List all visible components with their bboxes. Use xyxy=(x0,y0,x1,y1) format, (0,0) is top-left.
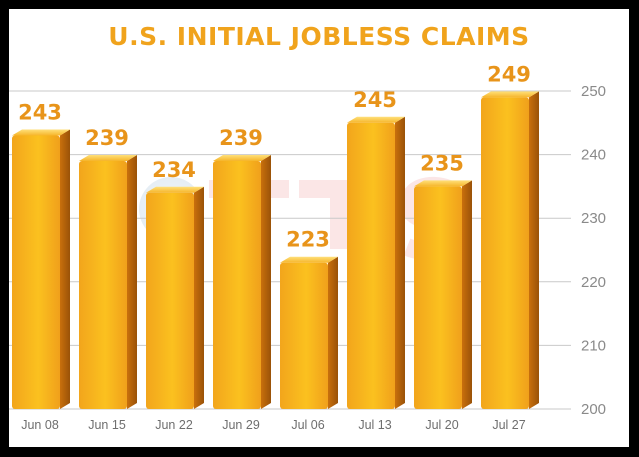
bar-value-label: 239 xyxy=(85,126,129,150)
bar-front xyxy=(414,186,462,409)
bar-front xyxy=(213,160,261,409)
bar-top xyxy=(79,154,137,161)
bar-value-label: 249 xyxy=(487,62,531,86)
bar-side xyxy=(462,180,472,409)
bar-front xyxy=(12,135,60,409)
bar-side xyxy=(328,256,338,409)
y-tick-label: 220 xyxy=(581,274,606,291)
chart-frame: U.S. INITIAL JOBLESS CLAIMS 200 210 220 230… xyxy=(9,9,629,447)
chart-title: U.S. INITIAL JOBLESS CLAIMS xyxy=(108,22,529,51)
bar-side xyxy=(395,116,405,410)
bar: 245 xyxy=(347,88,405,410)
bar-front xyxy=(347,122,395,410)
bar-side xyxy=(529,91,539,410)
bar-value-label: 223 xyxy=(286,228,330,252)
bar-value-label: 234 xyxy=(152,158,196,182)
bar-value-label: 245 xyxy=(353,88,397,112)
bars: 243 239 234 239 223 245 235 249 xyxy=(12,62,539,410)
bar-front xyxy=(79,160,127,409)
y-axis: 200 210 220 230 240 250 xyxy=(581,83,606,418)
x-tick-label: Jul 20 xyxy=(425,418,458,432)
bar-chart: U.S. INITIAL JOBLESS CLAIMS 200 210 220 230… xyxy=(9,22,606,432)
bar-front xyxy=(146,192,194,409)
bar-top xyxy=(347,116,405,123)
x-tick-label: Jun 08 xyxy=(21,418,59,432)
bar: 239 xyxy=(213,126,271,409)
bar-value-label: 235 xyxy=(420,151,464,175)
bar-front xyxy=(481,97,529,410)
y-tick-label: 250 xyxy=(581,83,606,100)
bar: 235 xyxy=(414,151,472,409)
bar-value-label: 243 xyxy=(18,101,62,125)
bar-top xyxy=(12,129,70,136)
x-tick-label: Jun 15 xyxy=(88,418,126,432)
y-tick-label: 200 xyxy=(581,401,606,418)
bar-top xyxy=(481,91,539,98)
bar: 239 xyxy=(79,126,137,409)
bar-top xyxy=(213,154,271,161)
y-tick-label: 240 xyxy=(581,147,606,164)
bar-value-label: 239 xyxy=(219,126,263,150)
bar-side xyxy=(261,154,271,409)
bar: 223 xyxy=(280,228,338,409)
bar-front xyxy=(280,262,328,409)
y-tick-label: 210 xyxy=(581,337,606,354)
bar: 243 xyxy=(12,101,70,409)
bar: 234 xyxy=(146,158,204,409)
y-tick-label: 230 xyxy=(581,210,606,227)
bar-side xyxy=(127,154,137,409)
x-tick-label: Jul 13 xyxy=(358,418,391,432)
bar: 249 xyxy=(481,62,539,410)
x-tick-label: Jul 06 xyxy=(291,418,324,432)
x-tick-label: Jul 27 xyxy=(492,418,525,432)
x-axis: Jun 08 Jun 15 Jun 22 Jun 29 Jul 06 Jul 13 Jul … xyxy=(21,418,525,432)
x-tick-label: Jun 22 xyxy=(155,418,193,432)
bar-side xyxy=(194,186,204,409)
bar-top xyxy=(414,180,472,187)
bar-side xyxy=(60,129,70,409)
bar-top xyxy=(280,256,338,263)
bar-top xyxy=(146,186,204,193)
x-tick-label: Jun 29 xyxy=(222,418,260,432)
